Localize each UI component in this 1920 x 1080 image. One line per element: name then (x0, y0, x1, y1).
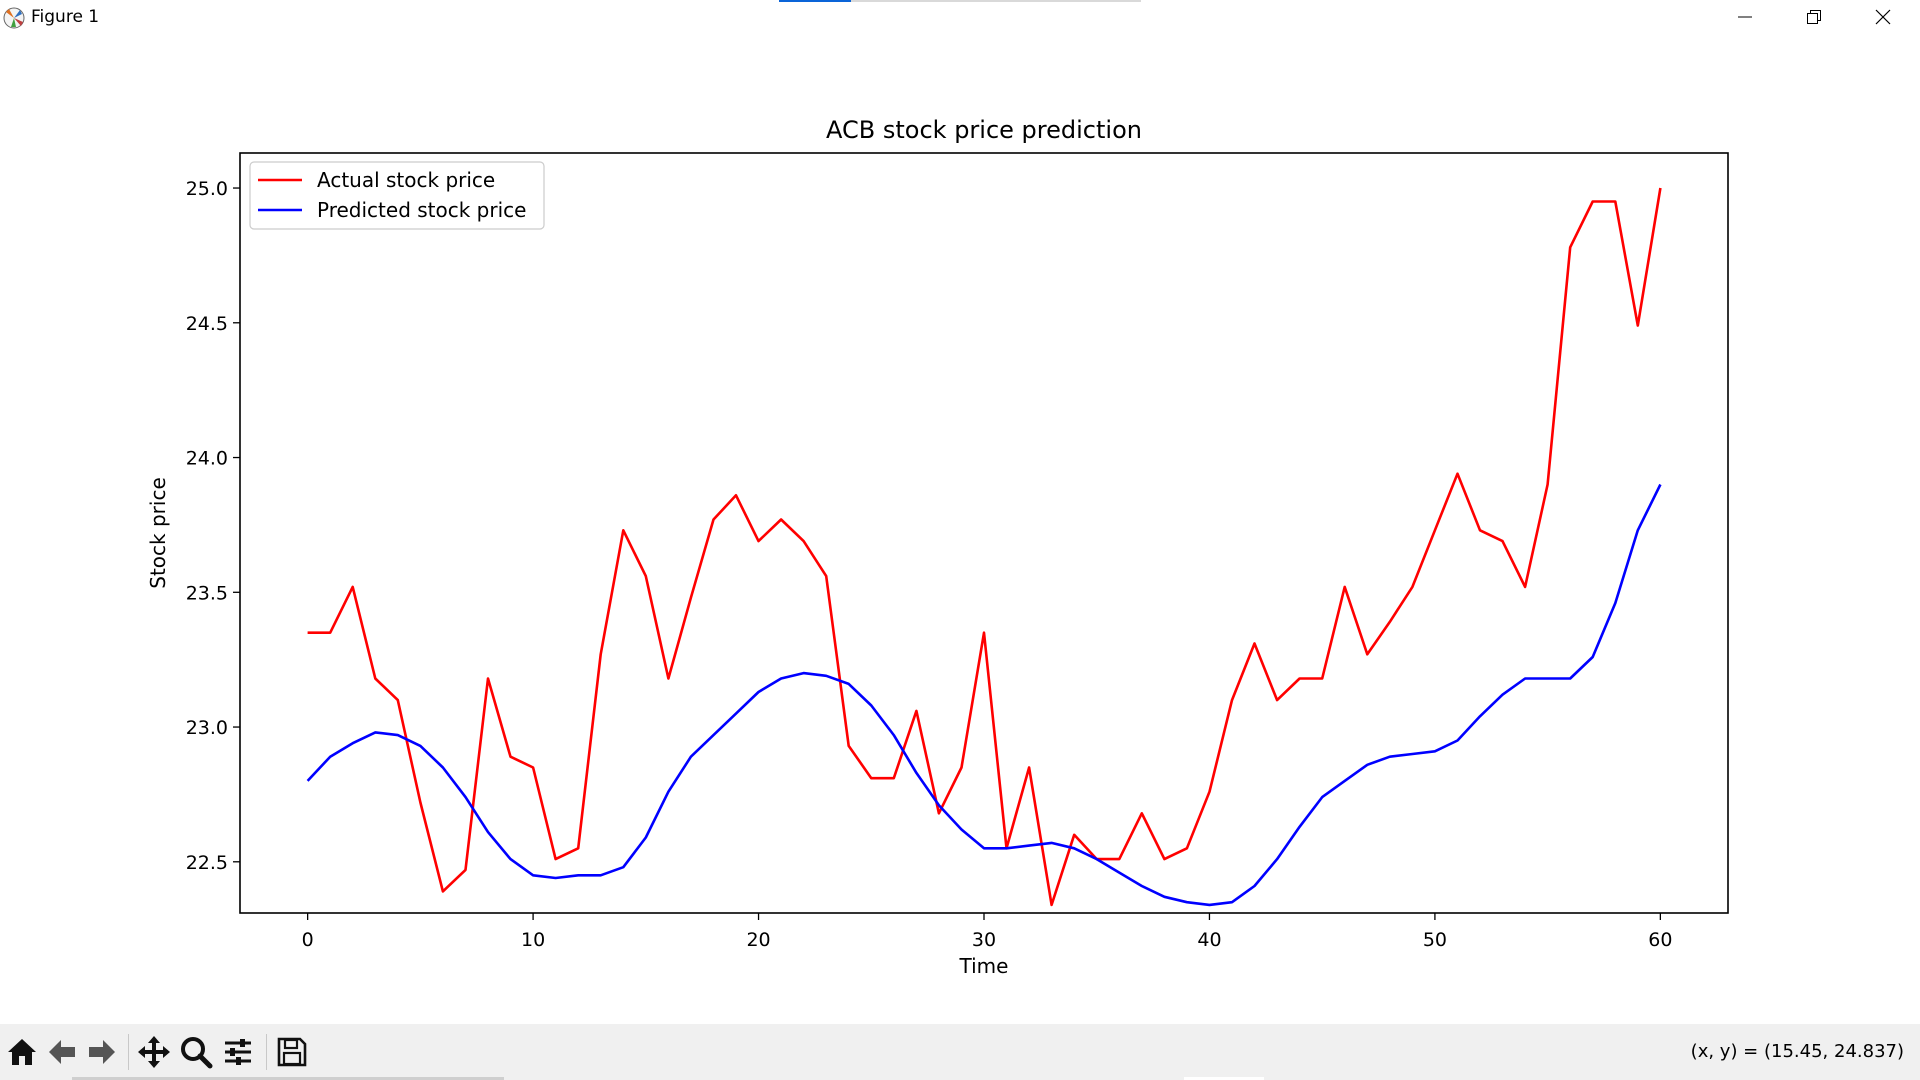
y-tick-label: 22.5 (186, 852, 228, 874)
window-title: Figure 1 (31, 7, 100, 27)
x-tick-label: 0 (302, 929, 314, 951)
zoom-icon (181, 1037, 213, 1069)
x-axis-label: Time (959, 954, 1009, 978)
legend-label-actual: Actual stock price (317, 168, 495, 192)
y-tick-label: 23.5 (186, 582, 228, 604)
cursor-coordinates: (x, y) = (15.45, 24.837) (1690, 1041, 1904, 1062)
home-icon (8, 1039, 36, 1065)
predicted-price-line (306, 483, 1662, 907)
navigation-toolbar: (x, y) = (15.45, 24.837) (0, 1024, 1920, 1080)
minimize-button[interactable] (1710, 0, 1780, 34)
chart-title: ACB stock price prediction (826, 116, 1142, 144)
restore-button[interactable] (1779, 0, 1849, 34)
pan-icon (138, 1036, 170, 1068)
y-axis-label: Stock price (146, 477, 170, 588)
toolbar-separator (266, 1034, 267, 1070)
loading-progress-fill (779, 0, 851, 2)
taskbar-strip (72, 1077, 504, 1080)
forward-arrow-icon (89, 1040, 115, 1064)
close-button[interactable] (1848, 0, 1918, 34)
x-tick-label: 10 (521, 929, 545, 951)
save-button[interactable] (272, 1032, 312, 1072)
back-button[interactable] (42, 1032, 82, 1072)
pan-button[interactable] (134, 1032, 174, 1072)
title-bar: Figure 1 (0, 0, 1920, 36)
x-tick-label: 30 (972, 929, 996, 951)
plot-frame (239, 152, 1729, 914)
forward-button[interactable] (82, 1032, 122, 1072)
taskbar-strip-gap (1184, 1077, 1264, 1080)
x-tick-label: 50 (1423, 929, 1447, 951)
save-icon (277, 1037, 307, 1067)
legend-box (249, 161, 545, 230)
legend-label-predicted: Predicted stock price (317, 198, 526, 222)
close-icon (1875, 9, 1891, 25)
line-chart: 0 10 20 30 40 50 60 22.5 23.0 23.5 24.0 24.5 25.0 AC… (146, 116, 1729, 978)
zoom-button[interactable] (176, 1032, 216, 1072)
configure-subplots-button[interactable] (218, 1032, 258, 1072)
legend: Actual stock price Predicted stock price (249, 161, 545, 230)
loading-progress-bar (779, 0, 1141, 2)
y-tick-label: 24.5 (186, 313, 228, 335)
y-tick-label: 23.0 (186, 717, 228, 739)
figure-canvas[interactable]: 0 10 20 30 40 50 60 22.5 23.0 23.5 24.0 24.5 25.0 AC… (0, 36, 1920, 1022)
home-button[interactable] (2, 1032, 42, 1072)
back-arrow-icon (49, 1040, 75, 1064)
configure-subplots-icon (225, 1039, 251, 1065)
matplotlib-icon (3, 7, 25, 29)
x-tick-label: 40 (1197, 929, 1221, 951)
toolbar-separator (128, 1034, 129, 1070)
y-tick-label: 25.0 (186, 178, 228, 200)
x-tick-label: 60 (1648, 929, 1672, 951)
x-tick-label: 20 (746, 929, 770, 951)
actual-price-line (307, 187, 1662, 907)
restore-icon (1807, 10, 1821, 24)
y-tick-label: 24.0 (186, 448, 228, 470)
minimize-icon (1738, 16, 1752, 18)
